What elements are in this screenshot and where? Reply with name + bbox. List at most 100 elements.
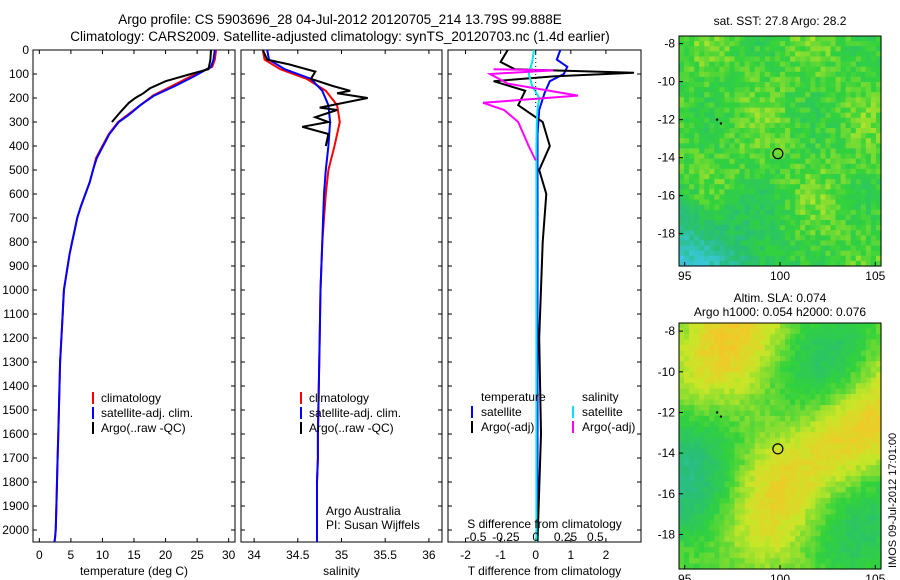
map-cell — [780, 92, 786, 98]
map-cell — [855, 179, 862, 185]
map-cell — [785, 153, 791, 160]
map-cell — [689, 87, 695, 93]
map-cell — [875, 426, 882, 433]
map-cell — [835, 487, 842, 494]
map-cell — [840, 328, 847, 335]
map-cell — [865, 245, 872, 252]
map-cell — [780, 497, 786, 504]
map-cell — [845, 415, 852, 422]
map-cell — [800, 492, 806, 499]
map-cell — [719, 383, 726, 390]
map-cell — [684, 541, 690, 548]
map-cell — [689, 344, 695, 351]
map-cell — [719, 541, 726, 548]
map-cell — [850, 148, 857, 155]
map-cell — [709, 465, 715, 472]
map-cell — [795, 41, 801, 47]
map-cell — [830, 148, 837, 155]
map-cell — [764, 552, 771, 559]
map-cell — [714, 189, 720, 196]
map-cell — [759, 519, 766, 526]
map-cell — [739, 133, 746, 139]
map-cell — [825, 199, 832, 206]
map-cell — [825, 487, 832, 494]
map-cell — [865, 372, 872, 379]
map-cell — [815, 536, 821, 543]
map-cell — [785, 350, 791, 357]
map-cell — [815, 66, 821, 73]
map-cell — [719, 421, 726, 428]
map-cell — [780, 214, 786, 221]
map-cell — [764, 168, 771, 175]
map-cell — [764, 530, 771, 537]
map-cell — [810, 405, 816, 412]
map-cell — [865, 220, 872, 226]
map-cell — [860, 399, 867, 406]
map-cell — [840, 168, 847, 175]
map-cell — [865, 214, 872, 221]
map-cell — [830, 204, 837, 211]
map-cell — [694, 525, 700, 532]
map-cell — [719, 333, 726, 340]
map-cell — [709, 82, 715, 88]
map-cell — [795, 184, 801, 190]
map-cell — [830, 174, 837, 180]
map-cell — [860, 148, 867, 155]
map-cell — [769, 366, 776, 373]
map-cell — [795, 525, 801, 532]
map-cell — [699, 66, 705, 73]
map-cell — [820, 508, 827, 515]
map-cell — [749, 481, 756, 488]
map-cell — [759, 143, 766, 150]
map-cell — [875, 209, 882, 216]
map-cell — [724, 102, 731, 109]
map-cell — [785, 230, 791, 236]
map-cell — [785, 536, 791, 543]
map-cell — [825, 465, 832, 472]
map-cell — [729, 117, 736, 124]
map-cell — [875, 153, 882, 160]
map-cell — [754, 220, 761, 226]
map-cell — [764, 383, 771, 390]
map-cell — [855, 497, 862, 504]
map-cell — [825, 66, 832, 73]
map-cell — [815, 558, 821, 565]
map-cell — [774, 492, 781, 499]
map-cell — [734, 339, 741, 346]
annotation-text: PI: Susan Wijffels — [326, 518, 420, 532]
map-cell — [714, 481, 720, 488]
map-cell — [840, 107, 847, 114]
map-cell — [729, 112, 736, 119]
map-cell — [835, 174, 842, 180]
map-cell — [865, 503, 872, 510]
map-cell — [780, 41, 786, 47]
map-cell — [734, 112, 741, 119]
map-cell — [850, 133, 857, 139]
map-cell — [870, 153, 877, 160]
map-cell — [810, 514, 816, 521]
map-cell — [769, 209, 776, 216]
map-cell — [815, 355, 821, 362]
map-cell — [744, 328, 751, 335]
map-cell — [729, 87, 736, 93]
map-cell — [699, 344, 705, 351]
map-cell — [790, 383, 796, 390]
map-cell — [689, 174, 695, 180]
map-cell — [714, 82, 720, 88]
map-cell — [855, 541, 862, 548]
map-cell — [764, 563, 771, 570]
map-cell — [679, 547, 685, 554]
map-cell — [724, 344, 731, 351]
map-cell — [840, 530, 847, 537]
map-cell — [724, 399, 731, 406]
map-cell — [769, 71, 776, 78]
map-cell — [815, 323, 821, 330]
map-cell — [704, 46, 710, 52]
map-cell — [774, 388, 781, 395]
map-cell — [795, 333, 801, 340]
map-cell — [704, 323, 710, 330]
map-cell — [704, 558, 710, 565]
map-cell — [719, 36, 726, 42]
map-cell — [734, 46, 741, 52]
map-cell — [860, 333, 867, 340]
